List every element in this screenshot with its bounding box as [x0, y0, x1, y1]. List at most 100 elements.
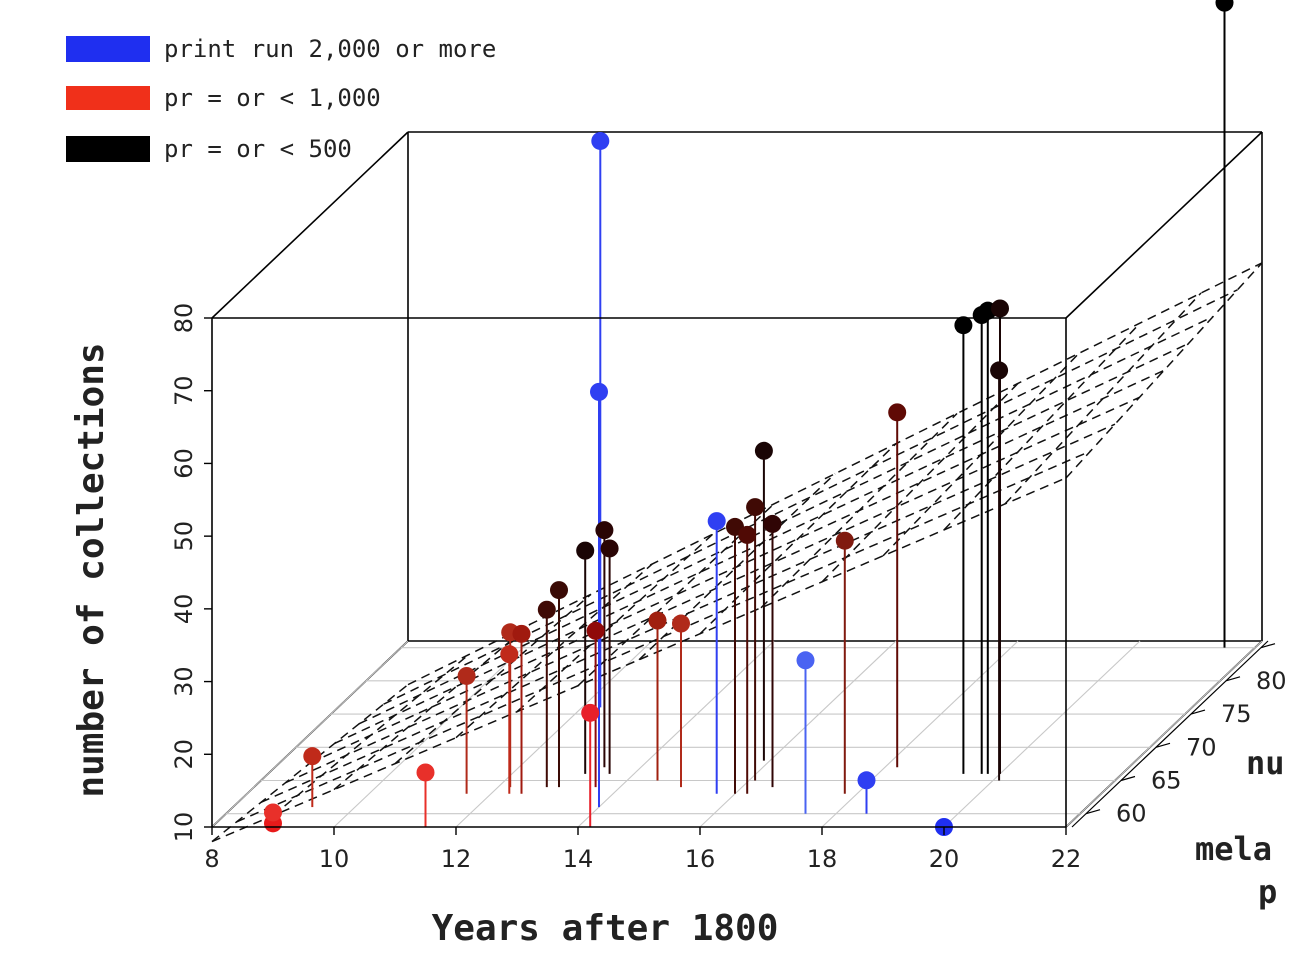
data-point: [991, 299, 1009, 318]
data-point: [746, 498, 765, 517]
data-point: [576, 541, 595, 560]
legend-label-pr-1000: pr = or < 1,000: [164, 84, 381, 112]
plane-line: [1004, 292, 1202, 505]
z-axis-line: [1071, 640, 1269, 828]
legend-swatch-pr-1000: [66, 86, 150, 110]
data-point: [264, 803, 282, 822]
x-tick-label: 18: [807, 845, 838, 873]
y-tick-label: 80: [170, 303, 198, 334]
data-point: [954, 316, 973, 335]
z-axis-ticks: 606570758085: [1071, 634, 1292, 828]
data-point: [303, 747, 322, 766]
legend: print run 2,000 or more pr = or < 1,000 …: [66, 35, 496, 163]
data-point: [550, 581, 568, 600]
floor-grid-line: [211, 640, 409, 828]
data-point: [648, 611, 667, 630]
x-tick-label: 12: [441, 845, 472, 873]
legend-label-print-run-2000: print run 2,000 or more: [164, 35, 496, 63]
data-point: [500, 645, 519, 664]
legend-swatch-print-run-2000: [66, 36, 150, 62]
x-tick-label: 22: [1051, 845, 1082, 873]
x-axis-label: Years after 1800: [432, 908, 779, 949]
data-point: [835, 531, 854, 550]
data-point: [707, 512, 726, 531]
plane-line: [760, 412, 958, 609]
data-point: [796, 651, 815, 670]
x-tick-label: 16: [685, 845, 716, 873]
data-point: [590, 382, 608, 401]
y-tick-label: 10: [170, 812, 198, 843]
x-tick-label: 20: [929, 845, 960, 873]
z-axis-label-line-2: mela: [1195, 830, 1272, 868]
x-axis-ticks: 8 10 12 14 16 18 20 22: [204, 827, 1081, 873]
data-points: [264, 0, 1234, 836]
plane-line: [211, 477, 1067, 843]
floor-grid: [211, 640, 1263, 828]
data-point: [586, 621, 605, 640]
z-tick-label: 80: [1256, 667, 1287, 695]
z-tick-label: 70: [1186, 733, 1217, 761]
y-tick-label: 50: [170, 521, 198, 552]
data-point: [537, 600, 556, 619]
floor-grid-line: [577, 640, 775, 828]
y-tick-label: 60: [170, 448, 198, 479]
z-tick-label: 65: [1151, 767, 1182, 795]
regression-plane: [211, 262, 1263, 843]
data-point: [416, 763, 435, 782]
data-point: [512, 624, 531, 643]
floor-grid-line: [333, 640, 531, 828]
z-tick-label: 60: [1116, 800, 1147, 828]
data-point: [888, 403, 907, 422]
y-axis-ticks: 10 20 30 40 50 60 70 80: [170, 303, 212, 843]
data-point: [600, 539, 619, 558]
plane-line: [638, 473, 836, 661]
box-edge: [1065, 131, 1263, 319]
floor-grid-line: [455, 640, 653, 828]
plane-line: [333, 623, 531, 791]
plane-line: [821, 382, 1019, 583]
plane-line: [699, 443, 897, 635]
z-tick-mark: [1190, 709, 1206, 715]
z-tick-mark: [1225, 676, 1241, 682]
x-tick-label: 14: [563, 845, 594, 873]
data-point: [990, 361, 1009, 380]
data-point: [591, 131, 610, 150]
plane-line: [272, 653, 470, 817]
plane-line: [285, 396, 1140, 784]
data-point: [672, 614, 690, 633]
point-stems: [272, 2, 1226, 827]
z-tick-mark: [1120, 775, 1136, 782]
floor-grid-line: [943, 640, 1141, 828]
floor-grid-line: [699, 640, 897, 828]
z-tick-mark: [1085, 809, 1101, 815]
floor-grid-line: [821, 640, 1019, 828]
x-tick-label: 8: [204, 845, 219, 873]
y-tick-label: 20: [170, 739, 198, 770]
data-point: [595, 521, 614, 540]
plane-line: [1065, 262, 1263, 479]
plane-line: [943, 322, 1141, 531]
box-edge: [211, 131, 409, 319]
plane-line: [383, 289, 1238, 705]
plane-line: [455, 563, 653, 739]
floor-grid-line: [1065, 640, 1263, 828]
z-tick-label: 75: [1221, 700, 1252, 728]
legend-swatch-pr-500: [66, 136, 150, 162]
z-axis-label-line-3: p: [1258, 873, 1277, 911]
data-point: [1215, 0, 1234, 12]
y-tick-label: 30: [170, 666, 198, 697]
data-point: [581, 703, 600, 722]
z-tick-mark: [1155, 742, 1171, 748]
y-axis-label: number of collections: [71, 342, 112, 797]
z-axis-label-line-1: nu: [1246, 744, 1285, 782]
back-box: [211, 131, 1263, 828]
data-point: [763, 514, 782, 533]
x-tick-label: 10: [319, 845, 350, 873]
z-tick-mark: [1260, 643, 1276, 649]
legend-label-pr-500: pr = or < 500: [164, 135, 352, 163]
front-box: [211, 317, 1067, 828]
y-tick-label: 70: [170, 375, 198, 406]
y-tick-label: 40: [170, 594, 198, 625]
data-point: [738, 525, 757, 544]
